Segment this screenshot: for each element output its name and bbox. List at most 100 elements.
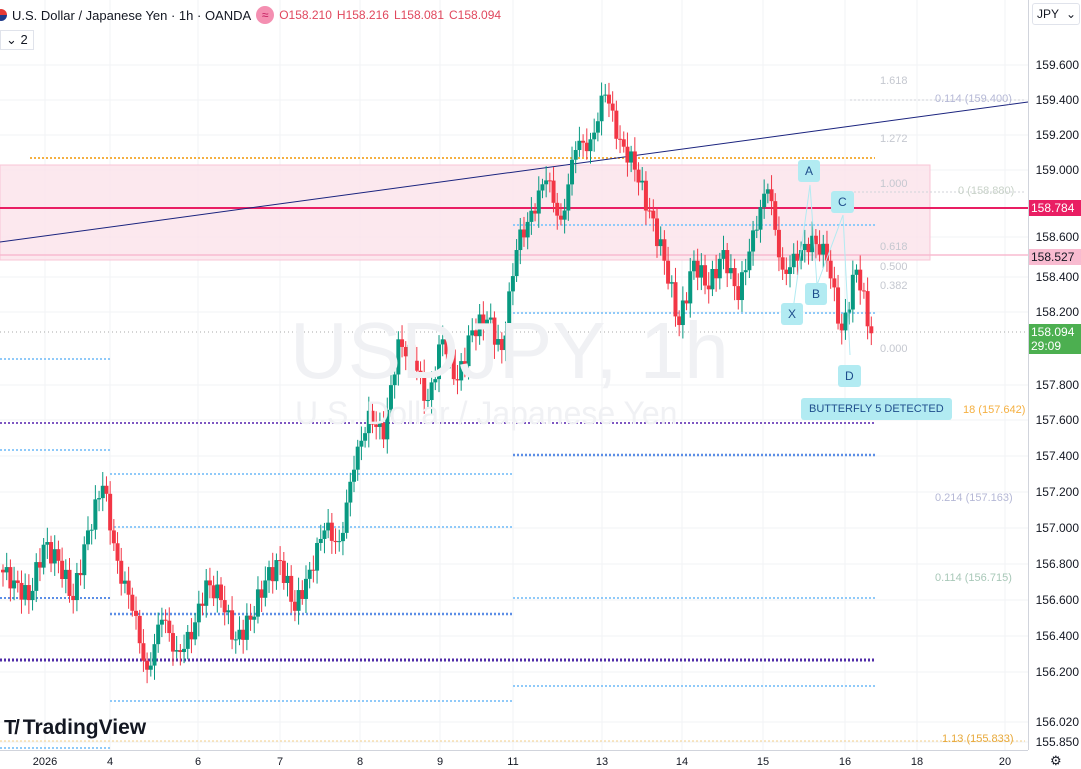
price-tick: 156.400	[1035, 629, 1079, 643]
candle-body	[618, 138, 623, 140]
fib-level-label: 1.000	[880, 178, 908, 190]
candle-body	[333, 540, 338, 543]
symbol-title[interactable]: U.S. Dollar / Japanese Yen · 1h · OANDA	[12, 7, 252, 23]
candle-body	[425, 400, 430, 402]
candle-body	[470, 330, 475, 336]
candle-body	[621, 139, 626, 147]
candle-body	[215, 584, 220, 599]
candle-body	[673, 282, 678, 317]
candle-body	[854, 269, 859, 275]
candle-body	[303, 578, 308, 599]
price-chart[interactable]	[0, 0, 1028, 750]
fib-level-label: 0.000	[880, 343, 908, 355]
candle-body	[573, 150, 578, 160]
candle-body	[104, 485, 109, 494]
fib-level-label: 1.618	[880, 75, 908, 87]
candle-body	[736, 286, 741, 301]
price-tick: 157.600	[1035, 413, 1079, 427]
candle-body	[839, 323, 844, 331]
brand-name: TradingView	[22, 716, 147, 739]
candle-body	[518, 229, 523, 251]
candle-body	[329, 522, 334, 541]
candle-body	[647, 210, 652, 212]
candle-body	[97, 498, 102, 500]
candle-body	[204, 580, 209, 606]
fib-level-label: 0.500	[880, 261, 908, 273]
candle-body	[843, 312, 848, 331]
candle-body	[710, 269, 715, 290]
candle-body	[691, 260, 696, 272]
candle-body	[799, 250, 804, 261]
candle-body	[433, 379, 438, 383]
candle-body	[869, 326, 874, 334]
candle-body	[403, 346, 408, 357]
fib-annotation: 1.13 (155.833)	[942, 733, 1014, 745]
pattern-point-c: C	[831, 191, 854, 213]
candle-body	[466, 335, 471, 367]
candle-body	[167, 620, 172, 634]
trendline[interactable]	[0, 101, 1028, 243]
time-axis[interactable]: 2026 4 6 7 8 9 11 13 14 15 16 18 20	[0, 750, 1028, 769]
candle-body	[614, 110, 619, 139]
candle-body	[374, 424, 379, 427]
ohlc-close: C158.094	[449, 8, 502, 22]
tradingview-logo-icon: T/	[4, 716, 20, 739]
symbol-legend[interactable]: U.S. Dollar / Japanese Yen · 1h · OANDA …	[0, 6, 501, 24]
candle-body	[566, 184, 571, 211]
candle-body	[278, 560, 283, 562]
candle-body	[762, 193, 767, 208]
candle-body	[499, 339, 504, 351]
currency-select[interactable]: JPY ⌄	[1032, 3, 1080, 25]
candle-body	[850, 274, 855, 310]
candle-body	[270, 567, 275, 582]
candle-body	[795, 253, 800, 261]
candle-body	[610, 103, 615, 111]
candle-body	[477, 314, 482, 337]
time-tick: 7	[276, 756, 284, 768]
pattern-point-x: X	[781, 303, 804, 325]
candle-body	[248, 615, 253, 620]
candle-body	[658, 239, 663, 247]
candle-body	[529, 210, 534, 222]
candle-body	[802, 243, 807, 251]
candle-body	[455, 379, 460, 381]
candle-body	[226, 610, 231, 613]
candle-body	[510, 276, 515, 292]
candle-body	[115, 543, 120, 561]
candle-body	[337, 541, 342, 543]
candle-body	[178, 650, 183, 653]
candle-body	[267, 567, 272, 581]
candle-body	[588, 139, 593, 152]
time-tick: 6	[194, 756, 202, 768]
tradingview-logo[interactable]: T/ TradingView	[4, 716, 146, 740]
candle-body	[326, 522, 331, 531]
candle-body	[163, 619, 168, 621]
watermark-name: U.S. Dollar / Japanese Yen	[295, 395, 678, 431]
candle-body	[754, 229, 759, 231]
indicators-toggle[interactable]: ⌄ 2	[0, 30, 34, 50]
settings-gear-icon[interactable]: ⚙	[1050, 753, 1062, 768]
candle-body	[540, 184, 545, 191]
candle-body	[836, 287, 841, 324]
candle-body	[130, 594, 135, 611]
candle-body	[12, 580, 17, 589]
fib-annotation: 0 (158.880)	[958, 185, 1015, 197]
candle-body	[4, 567, 9, 573]
candle-body	[126, 580, 131, 595]
time-tick: 2026	[32, 756, 58, 768]
ohlc-low: L158.081	[393, 8, 445, 22]
candle-body	[625, 146, 630, 163]
pattern-point-d: D	[838, 365, 861, 387]
candle-body	[71, 595, 76, 601]
candle-body	[732, 268, 737, 287]
price-tick: 157.000	[1035, 521, 1079, 535]
candle-body	[82, 544, 87, 576]
candle-body	[348, 481, 353, 503]
data-status-icon[interactable]: ≈	[256, 6, 275, 24]
candle-body	[119, 560, 124, 584]
pattern-point-a: A	[798, 160, 821, 182]
currency-label: JPY	[1037, 7, 1060, 21]
candle-body	[806, 243, 811, 253]
candle-body	[743, 270, 748, 273]
price-axis[interactable]: JPY ⌄ 159.600 159.400 159.200 159.000 158.600…	[1028, 0, 1081, 750]
